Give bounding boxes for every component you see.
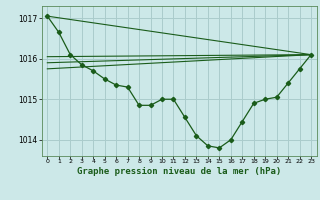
X-axis label: Graphe pression niveau de la mer (hPa): Graphe pression niveau de la mer (hPa) <box>77 167 281 176</box>
